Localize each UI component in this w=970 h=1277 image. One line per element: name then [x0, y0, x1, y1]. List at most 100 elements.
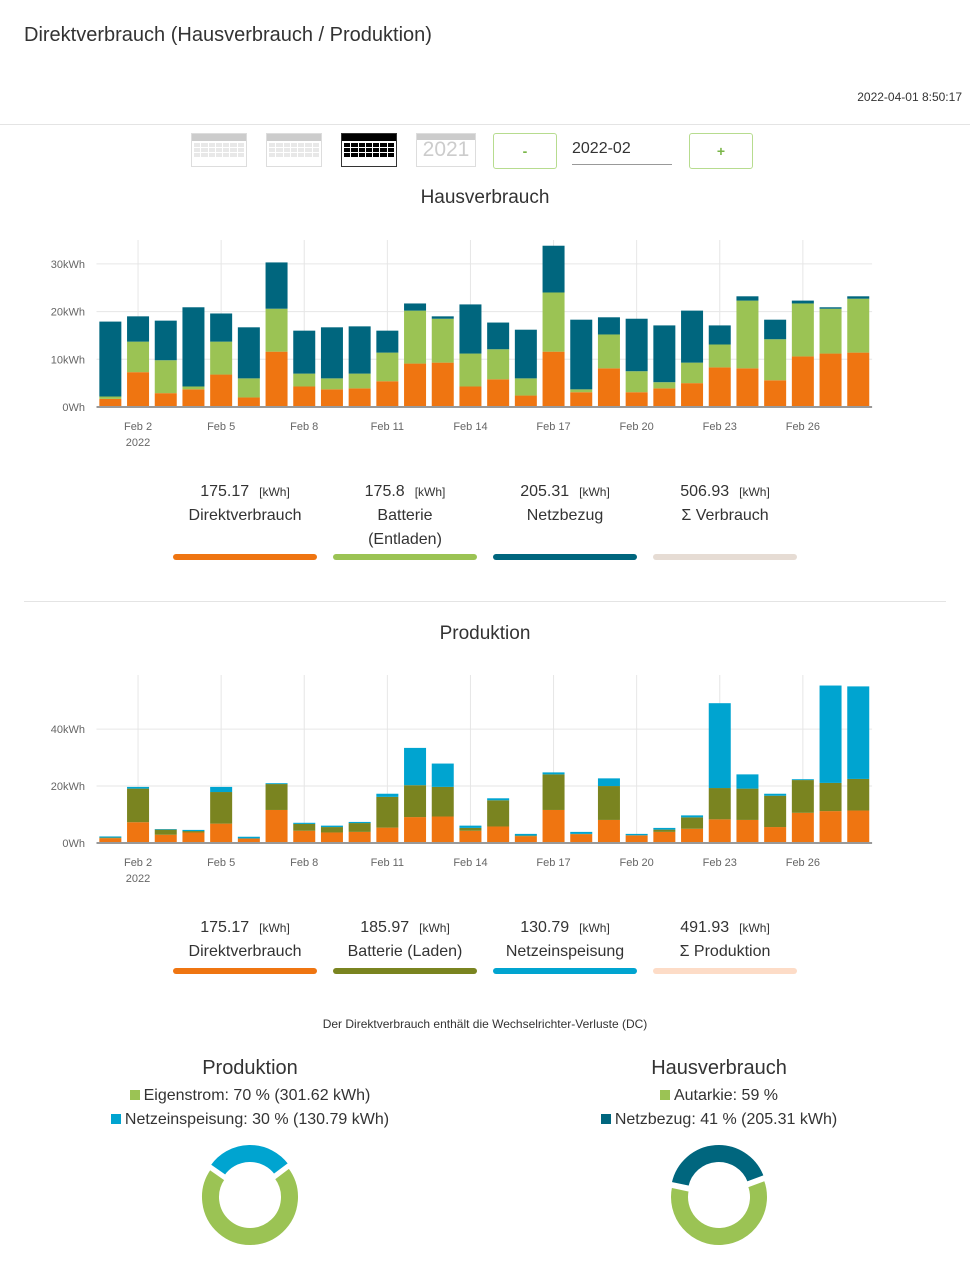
bar-direktverbrauch-feb-14[interactable]	[459, 830, 482, 843]
bar-netzbezug-feb-13[interactable]	[431, 316, 454, 319]
bar-direktverbrauch-feb-21[interactable]	[653, 831, 676, 843]
legend-bar[interactable]	[653, 968, 797, 974]
bar-direktverbrauch-feb-26[interactable]	[791, 356, 814, 407]
bar-netzeinspeisung-feb-9[interactable]	[320, 825, 343, 828]
bar-netzbezug-feb-27[interactable]	[819, 307, 842, 309]
bar-netzbezug-feb-17[interactable]	[542, 245, 565, 293]
bar-netzbezug-feb-12[interactable]	[404, 303, 427, 311]
bar-batterie-laden--feb-15[interactable]	[487, 800, 510, 827]
bar-direktverbrauch-feb-20[interactable]	[625, 835, 648, 843]
bar-direktverbrauch-feb-5[interactable]	[210, 374, 233, 407]
bar-netzbezug-feb-6[interactable]	[237, 327, 260, 379]
bar-direktverbrauch-feb-9[interactable]	[320, 389, 343, 407]
bar-batterie-entladen--feb-9[interactable]	[320, 378, 343, 390]
bar-direktverbrauch-feb-6[interactable]	[237, 397, 260, 407]
bar-batterie-laden--feb-12[interactable]	[404, 785, 427, 818]
bar-batterie-entladen--feb-27[interactable]	[819, 308, 842, 354]
bar-batterie-laden--feb-27[interactable]	[819, 782, 842, 812]
bar-direktverbrauch-feb-12[interactable]	[404, 363, 427, 407]
pie-legend-item[interactable]: Eigenstrom: 70 % (301.62 kWh)	[50, 1084, 450, 1108]
bar-netzeinspeisung-feb-23[interactable]	[708, 703, 731, 789]
bar-direktverbrauch-feb-3[interactable]	[154, 393, 177, 407]
bar-netzeinspeisung-feb-2[interactable]	[127, 786, 150, 789]
pie-legend-item[interactable]: Netzbezug: 41 % (205.31 kWh)	[519, 1108, 919, 1132]
legend-bar[interactable]	[333, 554, 477, 560]
bar-batterie-entladen--feb-16[interactable]	[514, 378, 537, 396]
bar-batterie-laden--feb-19[interactable]	[597, 786, 620, 820]
bar-netzbezug-feb-1[interactable]	[99, 321, 122, 397]
bar-direktverbrauch-feb-19[interactable]	[597, 368, 620, 407]
bar-direktverbrauch-feb-13[interactable]	[431, 816, 454, 843]
bar-batterie-laden--feb-28[interactable]	[847, 778, 870, 811]
bar-netzeinspeisung-feb-10[interactable]	[348, 821, 371, 824]
bar-direktverbrauch-feb-23[interactable]	[708, 367, 731, 407]
bar-direktverbrauch-feb-17[interactable]	[542, 809, 565, 843]
bar-direktverbrauch-feb-27[interactable]	[819, 811, 842, 843]
bar-batterie-entladen--feb-2[interactable]	[127, 341, 150, 373]
bar-netzeinspeisung-feb-4[interactable]	[182, 829, 205, 832]
bar-netzeinspeisung-feb-25[interactable]	[764, 793, 787, 796]
bar-netzbezug-feb-24[interactable]	[736, 296, 759, 301]
bar-batterie-entladen--feb-3[interactable]	[154, 360, 177, 394]
bar-batterie-laden--feb-2[interactable]	[127, 788, 150, 823]
legend-bar[interactable]	[653, 554, 797, 560]
bar-netzbezug-feb-28[interactable]	[847, 296, 870, 299]
bar-batterie-laden--feb-9[interactable]	[320, 827, 343, 833]
bar-batterie-entladen--feb-5[interactable]	[210, 341, 233, 375]
bar-batterie-laden--feb-1[interactable]	[99, 837, 122, 839]
previous-month-button[interactable]: -	[493, 133, 557, 169]
bar-netzbezug-feb-18[interactable]	[570, 319, 593, 390]
bar-batterie-entladen--feb-8[interactable]	[293, 373, 316, 387]
bar-batterie-laden--feb-10[interactable]	[348, 823, 371, 832]
bar-batterie-laden--feb-21[interactable]	[653, 829, 676, 832]
bar-netzeinspeisung-feb-8[interactable]	[293, 822, 316, 824]
donut-slice-eigenstrom[interactable]	[200, 1166, 300, 1247]
bar-batterie-laden--feb-7[interactable]	[265, 784, 288, 810]
legend-bar[interactable]	[493, 968, 637, 974]
bar-direktverbrauch-feb-14[interactable]	[459, 386, 482, 407]
bar-batterie-entladen--feb-21[interactable]	[653, 382, 676, 389]
bar-direktverbrauch-feb-2[interactable]	[127, 822, 150, 843]
bar-batterie-entladen--feb-7[interactable]	[265, 308, 288, 352]
bar-batterie-entladen--feb-17[interactable]	[542, 292, 565, 352]
bar-direktverbrauch-feb-18[interactable]	[570, 392, 593, 407]
bar-batterie-laden--feb-25[interactable]	[764, 795, 787, 828]
pie-legend-item[interactable]: Autarkie: 59 %	[519, 1084, 919, 1108]
bar-direktverbrauch-feb-10[interactable]	[348, 388, 371, 407]
bar-netzeinspeisung-feb-22[interactable]	[681, 815, 704, 818]
bar-netzeinspeisung-feb-16[interactable]	[514, 833, 537, 836]
bar-direktverbrauch-feb-8[interactable]	[293, 386, 316, 407]
bar-netzbezug-feb-4[interactable]	[182, 307, 205, 387]
bar-netzeinspeisung-feb-28[interactable]	[847, 686, 870, 779]
bar-direktverbrauch-feb-28[interactable]	[847, 810, 870, 843]
bar-direktverbrauch-feb-3[interactable]	[154, 834, 177, 843]
bar-direktverbrauch-feb-10[interactable]	[348, 831, 371, 843]
bar-batterie-entladen--feb-25[interactable]	[764, 339, 787, 381]
bar-direktverbrauch-feb-26[interactable]	[791, 812, 814, 843]
bar-netzeinspeisung-feb-11[interactable]	[376, 793, 399, 797]
bar-batterie-laden--feb-22[interactable]	[681, 817, 704, 829]
bar-netzeinspeisung-feb-5[interactable]	[210, 786, 233, 793]
bar-netzbezug-feb-21[interactable]	[653, 325, 676, 383]
bar-direktverbrauch-feb-4[interactable]	[182, 389, 205, 407]
bar-direktverbrauch-feb-16[interactable]	[514, 395, 537, 407]
bar-direktverbrauch-feb-9[interactable]	[320, 832, 343, 843]
bar-direktverbrauch-feb-8[interactable]	[293, 830, 316, 843]
bar-netzbezug-feb-23[interactable]	[708, 325, 731, 345]
bar-direktverbrauch-feb-19[interactable]	[597, 819, 620, 843]
bar-netzeinspeisung-feb-21[interactable]	[653, 827, 676, 830]
bar-batterie-laden--feb-26[interactable]	[791, 780, 814, 813]
bar-batterie-entladen--feb-6[interactable]	[237, 378, 260, 398]
bar-direktverbrauch-feb-15[interactable]	[487, 379, 510, 407]
legend-bar[interactable]	[173, 554, 317, 560]
next-month-button[interactable]: +	[689, 133, 753, 169]
bar-netzeinspeisung-feb-26[interactable]	[791, 779, 814, 781]
bar-batterie-entladen--feb-24[interactable]	[736, 300, 759, 369]
month-input[interactable]: 2022-02	[572, 136, 672, 165]
bar-netzbezug-feb-14[interactable]	[459, 304, 482, 354]
bar-direktverbrauch-feb-1[interactable]	[99, 398, 122, 407]
donut-slice-netzeinspeisung[interactable]	[208, 1143, 291, 1178]
bar-netzeinspeisung-feb-17[interactable]	[542, 772, 565, 775]
bar-batterie-laden--feb-4[interactable]	[182, 831, 205, 833]
bar-direktverbrauch-feb-2[interactable]	[127, 372, 150, 407]
